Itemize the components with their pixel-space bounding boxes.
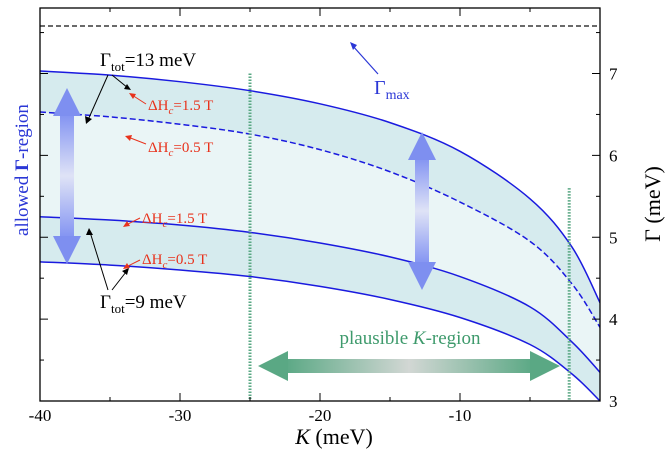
svg-text:Γmax: Γmax [374, 77, 410, 103]
lower-allowed-band [40, 216, 600, 401]
y-tick-label: 6 [609, 146, 618, 165]
x-tick-label: -20 [309, 406, 332, 425]
curve-bottom-0p5T [40, 261, 600, 401]
gamma-max-annotation: Γmax [350, 42, 410, 103]
gamma-tot-13-annotation: Γtot=13 meV [85, 50, 196, 124]
svg-text:ΔHc=1.5 T: ΔHc=1.5 T [142, 211, 207, 230]
svg-text:ΔHc=0.5 T: ΔHc=0.5 T [142, 252, 207, 271]
y-tick-label: 3 [609, 392, 618, 411]
y-tick-label: 7 [609, 65, 618, 84]
x-tick-label: -40 [29, 406, 52, 425]
upper-allowed-band [40, 71, 600, 328]
allowed-gamma-region-label: allowed Γ-region [12, 104, 33, 236]
dhc-label-top-0p5: ΔHc=0.5 T [125, 135, 213, 159]
curve-top-1p5T [40, 70, 600, 304]
y-tick-label: 4 [609, 310, 618, 329]
middle-allowed-region [40, 111, 600, 373]
dhc-label-bottom-1p5: ΔHc=1.5 T [123, 211, 207, 230]
y-axis-label: Γ (meV) [640, 166, 665, 242]
dhc-label-top-1p5: ΔHc=1.5 T [129, 93, 213, 117]
allowed-region-arrow-left [53, 88, 81, 264]
plausible-k-region-label: plausible K-region [340, 328, 481, 349]
x-axis-label: K (meV) [294, 424, 373, 449]
svg-text:ΔHc=0.5 T: ΔHc=0.5 T [148, 140, 213, 159]
svg-text:Γtot=13 meV: Γtot=13 meV [100, 50, 196, 74]
dhc-label-bottom-0p5: ΔHc=0.5 T [123, 252, 207, 271]
y-tick-label: 5 [609, 228, 618, 247]
allowed-region-arrow-right [408, 132, 436, 290]
x-tick-label: -10 [449, 406, 472, 425]
y-axis-ticks: 3 4 5 6 7 [40, 32, 618, 411]
gamma-tot-9-annotation: Γtot=9 meV [86, 228, 187, 316]
curve-top-0p5T [40, 111, 600, 328]
curve-bottom-1p5T [40, 216, 600, 373]
svg-text:ΔHc=1.5 T: ΔHc=1.5 T [148, 98, 213, 117]
plausible-k-region-arrow [258, 351, 560, 381]
x-axis-ticks: -40 -30 -20 -10 [29, 8, 601, 425]
svg-text:Γtot=9 meV: Γtot=9 meV [100, 292, 187, 316]
x-tick-label: -30 [169, 406, 192, 425]
